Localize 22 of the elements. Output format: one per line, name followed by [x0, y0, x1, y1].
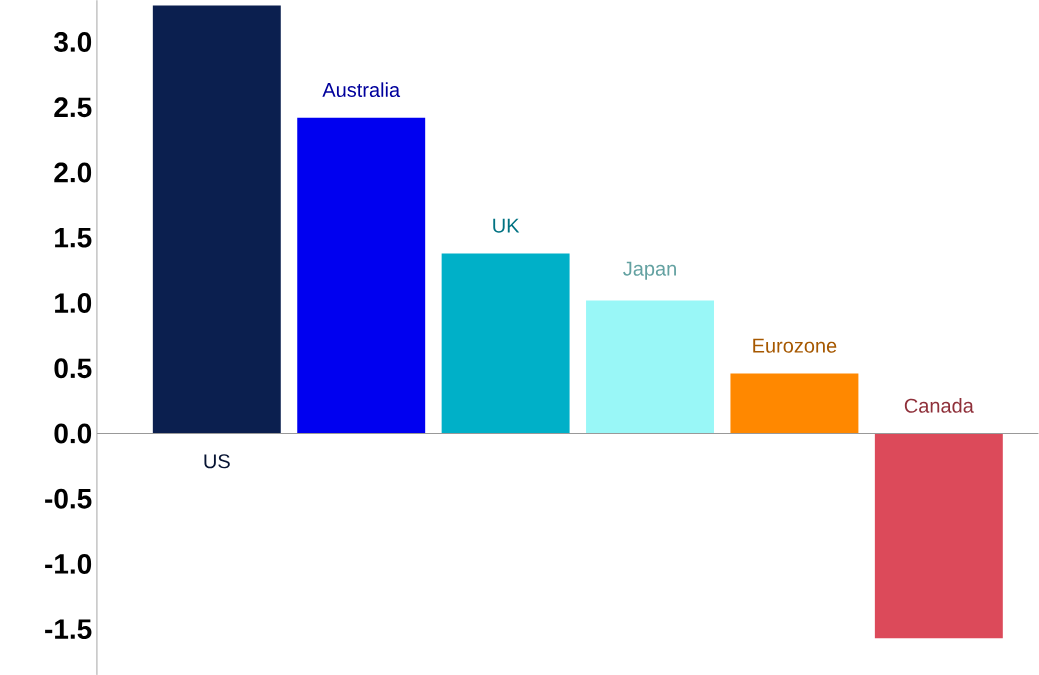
bar	[730, 373, 859, 434]
x-tick-label: Japan	[623, 261, 676, 280]
x-tick-label: US	[204, 454, 230, 469]
y-tick-label: 2.5	[54, 97, 92, 118]
y-tick-label: 0.5	[54, 358, 92, 379]
y-tick-label: 3.0	[53, 32, 92, 52]
y-tick-label: -0.5	[45, 488, 92, 509]
x-tick-label: Canada	[904, 398, 974, 413]
bar	[297, 117, 426, 434]
bar	[441, 253, 570, 434]
bar	[152, 5, 281, 434]
y-tick-label: 1.5	[55, 227, 92, 248]
y-tick-label: 1.0	[55, 293, 92, 313]
x-tick-label: Eurozone	[753, 338, 837, 353]
x-tick-label: Australia	[322, 82, 401, 97]
x-tick-label: UK	[493, 218, 520, 233]
bar	[874, 433, 1003, 639]
y-tick-label: 2.0	[54, 162, 92, 183]
y-tick-label: -1.0	[45, 554, 92, 574]
y-tick-label: -1.5	[45, 619, 92, 639]
y-tick-label: 0.0	[54, 423, 92, 444]
bar	[586, 300, 714, 434]
